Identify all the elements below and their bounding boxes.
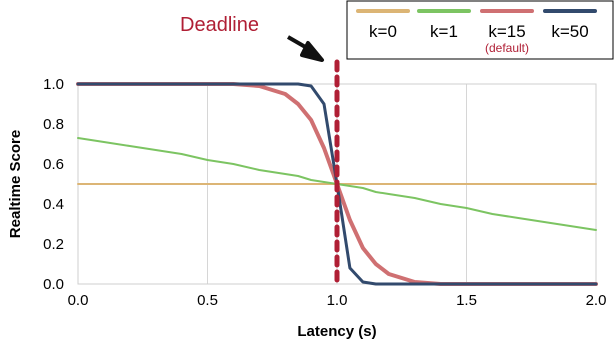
x-axis-label: Latency (s) [297,323,376,340]
y-tick-label: 0.4 [43,196,64,213]
legend: k=0 k=1 k=15(default) k=50 [346,0,614,60]
legend-label: k=1 [430,22,458,41]
deadline-arrow-icon [287,35,324,62]
y-tick-label: 1.0 [43,76,64,93]
y-axis-label: Realtime Score [7,130,24,238]
x-tick-label: 1.0 [327,292,348,309]
x-tick-labels: 0.0 0.5 1.0 1.5 2.0 [68,292,607,309]
x-tick-label: 1.5 [456,292,477,309]
legend-label: k=15 [488,22,525,41]
x-tick-label: 0.5 [197,292,218,309]
x-tick-label: 0.0 [68,292,89,309]
x-tick-label: 2.0 [586,292,607,309]
y-tick-label: 0.2 [43,236,64,253]
legend-label: k=0 [369,22,397,41]
legend-label: k=50 [551,22,588,41]
deadline-annotation: Deadline [180,14,259,36]
y-tick-labels: 0.0 0.2 0.4 0.6 0.8 1.0 [43,76,64,293]
y-tick-label: 0.0 [43,276,64,293]
y-tick-label: 0.6 [43,156,64,173]
legend-note: (default) [485,41,529,55]
y-tick-label: 0.8 [43,116,64,133]
